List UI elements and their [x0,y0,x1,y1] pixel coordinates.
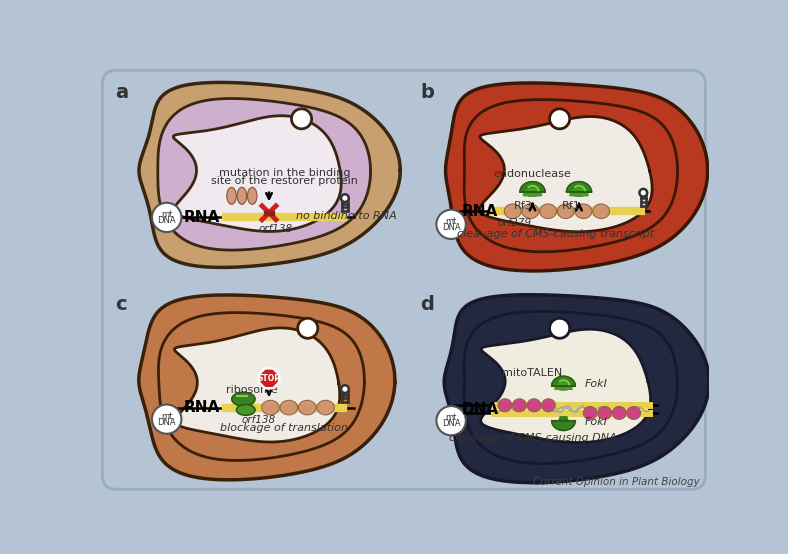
Polygon shape [479,116,652,232]
Text: mt: mt [161,412,173,420]
Text: d: d [420,295,434,314]
Ellipse shape [612,407,626,419]
Polygon shape [173,116,341,232]
Ellipse shape [593,204,610,218]
Text: cleavage of CMS-causing DNA: cleavage of CMS-causing DNA [448,433,616,443]
Polygon shape [444,295,709,483]
Ellipse shape [557,204,574,218]
Text: mt: mt [445,413,457,422]
Circle shape [292,109,311,129]
Ellipse shape [232,392,255,406]
Polygon shape [523,188,541,196]
Text: FokI: FokI [585,417,608,427]
Text: Rf3: Rf3 [514,201,533,211]
Ellipse shape [583,407,597,419]
Polygon shape [158,312,364,460]
Polygon shape [528,192,537,196]
Text: cleavage of CMS-causing transcript: cleavage of CMS-causing transcript [457,229,654,239]
FancyBboxPatch shape [102,70,705,489]
Circle shape [639,189,647,197]
Polygon shape [574,192,584,196]
Text: Current Opinion in Plant Biology: Current Opinion in Plant Biology [533,477,700,487]
Polygon shape [559,386,568,390]
Ellipse shape [227,187,236,204]
Text: ribosome: ribosome [226,385,278,395]
Text: RNA: RNA [184,210,220,225]
Text: c: c [116,295,127,314]
Polygon shape [139,295,395,480]
Text: DNA: DNA [158,418,176,427]
Ellipse shape [626,407,641,419]
Circle shape [152,404,181,434]
Ellipse shape [541,399,556,412]
Circle shape [152,203,181,232]
Ellipse shape [262,401,279,415]
Polygon shape [464,100,678,252]
Ellipse shape [522,204,539,218]
Text: orf138: orf138 [242,414,276,424]
Text: a: a [116,84,128,102]
Ellipse shape [598,407,611,419]
Text: mt: mt [161,210,173,219]
Text: mitoTALEN: mitoTALEN [503,368,563,378]
Polygon shape [555,383,572,389]
Text: STOP: STOP [258,374,281,383]
Text: blockage of translation: blockage of translation [221,423,348,433]
Ellipse shape [527,399,541,412]
Text: DNA: DNA [442,419,460,428]
Polygon shape [158,99,370,250]
Text: orf279: orf279 [498,218,532,228]
Text: endonuclease: endonuclease [494,170,571,179]
Text: mt: mt [445,217,457,225]
Text: RNA: RNA [461,204,497,219]
Circle shape [341,385,349,393]
Circle shape [341,194,349,202]
Ellipse shape [237,187,247,204]
Text: b: b [420,84,434,102]
Polygon shape [552,420,575,430]
Polygon shape [259,368,279,388]
Polygon shape [263,211,274,215]
Polygon shape [559,417,568,420]
Polygon shape [445,83,708,271]
Ellipse shape [512,399,526,412]
Text: DNA: DNA [158,216,176,225]
Ellipse shape [317,401,334,415]
Text: mutation in the binding: mutation in the binding [219,168,350,178]
Ellipse shape [236,404,255,416]
Circle shape [437,406,466,435]
Circle shape [549,318,570,338]
Text: site of the restorer protein: site of the restorer protein [211,176,358,186]
Ellipse shape [280,401,298,415]
Polygon shape [464,311,678,464]
Ellipse shape [299,401,316,415]
Ellipse shape [498,399,511,412]
Ellipse shape [575,204,592,218]
Text: Rf1: Rf1 [562,201,581,211]
Ellipse shape [504,204,521,218]
Circle shape [437,210,466,239]
Text: no binding to RNA: no binding to RNA [296,211,397,221]
Text: DNA: DNA [461,402,498,417]
Polygon shape [481,329,651,443]
Polygon shape [174,328,340,442]
Text: RNA: RNA [184,400,220,415]
Text: orf138: orf138 [258,224,292,234]
Ellipse shape [540,204,556,218]
Circle shape [298,318,318,338]
Circle shape [549,109,570,129]
Polygon shape [139,83,400,268]
Polygon shape [567,182,592,192]
Polygon shape [552,376,575,386]
Polygon shape [570,188,588,196]
Ellipse shape [247,187,257,204]
Text: FokI: FokI [585,379,608,389]
Text: DNA: DNA [442,223,460,232]
Polygon shape [520,182,545,192]
